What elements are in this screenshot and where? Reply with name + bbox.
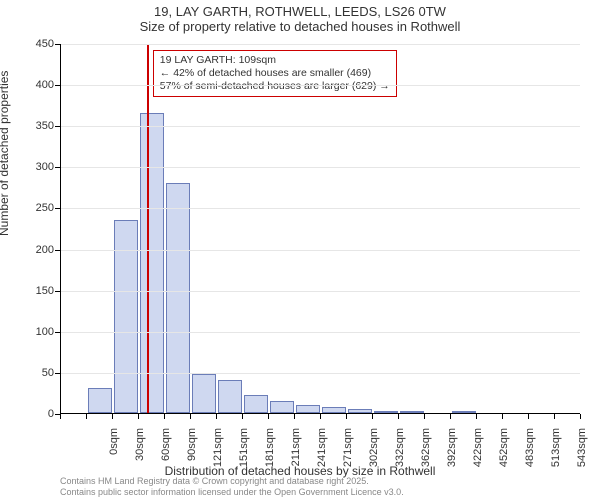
x-tick bbox=[476, 414, 477, 419]
y-tick bbox=[55, 373, 60, 374]
plot-area: 19 LAY GARTH: 109sqm ← 42% of detached h… bbox=[60, 44, 580, 414]
histogram-bar bbox=[296, 405, 321, 413]
y-tick-label: 0 bbox=[4, 408, 54, 420]
x-tick bbox=[502, 414, 503, 419]
y-tick bbox=[55, 85, 60, 86]
y-tick bbox=[55, 291, 60, 292]
x-tick bbox=[372, 414, 373, 419]
title-line-address: 19, LAY GARTH, ROTHWELL, LEEDS, LS26 0TW bbox=[0, 4, 600, 19]
y-tick bbox=[55, 250, 60, 251]
x-tick bbox=[528, 414, 529, 419]
x-tick bbox=[450, 414, 451, 419]
footer-attribution: Contains HM Land Registry data © Crown c… bbox=[60, 476, 580, 498]
x-tick bbox=[138, 414, 139, 419]
histogram-bar bbox=[348, 409, 373, 413]
y-tick-label: 300 bbox=[4, 161, 54, 173]
gridline bbox=[61, 208, 580, 209]
y-tick-label: 250 bbox=[4, 202, 54, 214]
gridline bbox=[61, 291, 580, 292]
annotation-box: 19 LAY GARTH: 109sqm ← 42% of detached h… bbox=[153, 50, 397, 97]
y-tick-label: 350 bbox=[4, 120, 54, 132]
title-line-subtitle: Size of property relative to detached ho… bbox=[0, 19, 600, 34]
y-tick bbox=[55, 126, 60, 127]
histogram-bar bbox=[270, 401, 295, 413]
gridline bbox=[61, 44, 580, 45]
gridline bbox=[61, 167, 580, 168]
x-tick bbox=[216, 414, 217, 419]
y-tick-label: 150 bbox=[4, 285, 54, 297]
chart-title: 19, LAY GARTH, ROTHWELL, LEEDS, LS26 0TW… bbox=[0, 4, 600, 34]
y-tick bbox=[55, 332, 60, 333]
x-tick bbox=[424, 414, 425, 419]
histogram-bar bbox=[374, 411, 399, 413]
histogram-bar bbox=[452, 411, 477, 413]
y-tick bbox=[55, 167, 60, 168]
annotation-line-larger: 57% of semi-detached houses are larger (… bbox=[160, 80, 390, 93]
histogram-bar bbox=[88, 388, 113, 413]
y-tick-label: 100 bbox=[4, 326, 54, 338]
x-tick bbox=[398, 414, 399, 419]
histogram-bar bbox=[140, 113, 165, 413]
footer-line-1: Contains HM Land Registry data © Crown c… bbox=[60, 476, 580, 487]
property-marker-line bbox=[147, 44, 149, 413]
y-tick bbox=[55, 208, 60, 209]
gridline bbox=[61, 85, 580, 86]
footer-line-2: Contains public sector information licen… bbox=[60, 487, 580, 498]
x-tick bbox=[164, 414, 165, 419]
x-tick bbox=[242, 414, 243, 419]
x-tick bbox=[190, 414, 191, 419]
histogram-bar bbox=[166, 183, 191, 413]
annotation-line-smaller: ← 42% of detached houses are smaller (46… bbox=[160, 67, 390, 80]
x-tick bbox=[346, 414, 347, 419]
gridline bbox=[61, 373, 580, 374]
bars-container bbox=[61, 44, 580, 413]
histogram-bar bbox=[244, 395, 269, 413]
y-tick-label: 450 bbox=[4, 38, 54, 50]
x-tick bbox=[86, 414, 87, 419]
y-tick-label: 200 bbox=[4, 244, 54, 256]
annotation-header: 19 LAY GARTH: 109sqm bbox=[160, 54, 390, 67]
x-tick bbox=[112, 414, 113, 419]
y-tick-label: 50 bbox=[4, 367, 54, 379]
gridline bbox=[61, 126, 580, 127]
y-tick-label: 400 bbox=[4, 79, 54, 91]
chart-root: 19, LAY GARTH, ROTHWELL, LEEDS, LS26 0TW… bbox=[0, 0, 600, 500]
histogram-bar bbox=[218, 380, 243, 413]
x-tick bbox=[294, 414, 295, 419]
gridline bbox=[61, 250, 580, 251]
y-tick bbox=[55, 44, 60, 45]
x-tick bbox=[268, 414, 269, 419]
gridline bbox=[61, 332, 580, 333]
y-axis-label: Number of detached properties bbox=[0, 71, 11, 236]
x-tick bbox=[60, 414, 61, 419]
histogram-bar bbox=[322, 407, 347, 413]
x-tick bbox=[580, 414, 581, 419]
histogram-bar bbox=[400, 411, 425, 413]
x-tick bbox=[554, 414, 555, 419]
histogram-bar bbox=[192, 374, 217, 413]
x-tick bbox=[320, 414, 321, 419]
